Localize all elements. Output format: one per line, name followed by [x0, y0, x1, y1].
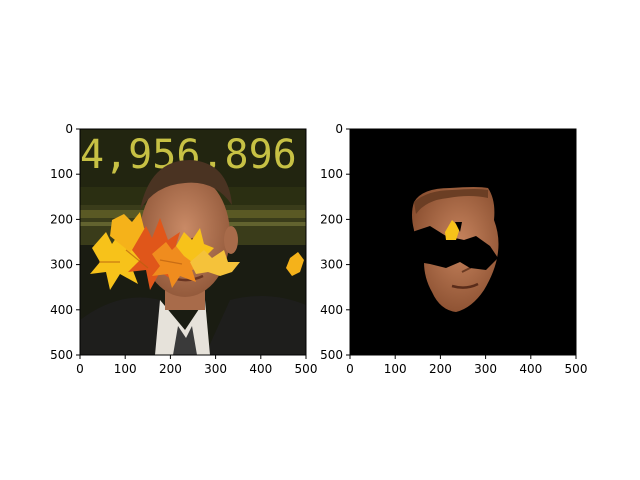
right-x-tick-label: 100 — [384, 362, 407, 376]
left-x-ticks: 0 100 200 300 400 500 — [76, 355, 317, 376]
right-axes-frame — [349, 128, 577, 356]
right-x-tick-label: 200 — [429, 362, 452, 376]
right-y-ticks: 0 100 200 300 400 500 — [320, 122, 350, 362]
left-y-tick-label: 100 — [50, 167, 73, 181]
left-y-tick-label: 500 — [50, 348, 73, 362]
left-y-tick-label: 200 — [50, 212, 73, 226]
right-x-tick-label: 0 — [346, 362, 354, 376]
right-x-tick-label: 300 — [474, 362, 497, 376]
left-x-tick-label: 300 — [204, 362, 227, 376]
left-image: 4,956,896.8 — [80, 129, 306, 355]
left-y-tick-label: 300 — [50, 258, 73, 272]
left-axes-frame — [79, 128, 307, 356]
right-y-tick-label: 500 — [320, 348, 343, 362]
leaf-overlay — [90, 212, 304, 290]
right-x-ticks: 0 100 200 300 400 500 — [346, 355, 587, 376]
right-y-tick-label: 200 — [320, 212, 343, 226]
right-y-tick-label: 0 — [335, 122, 343, 136]
right-y-tick-label: 100 — [320, 167, 343, 181]
right-image — [350, 129, 576, 355]
right-y-tick-label: 400 — [320, 303, 343, 317]
left-y-ticks: 0 100 200 300 400 500 — [50, 122, 80, 362]
right-x-tick-label: 500 — [565, 362, 588, 376]
left-x-tick-label: 200 — [159, 362, 182, 376]
right-x-tick-label: 400 — [519, 362, 542, 376]
left-x-tick-label: 100 — [114, 362, 137, 376]
left-x-tick-label: 0 — [76, 362, 84, 376]
left-y-tick-label: 400 — [50, 303, 73, 317]
left-image-panel: 4,956,896.8 — [50, 122, 317, 376]
left-y-tick-label: 0 — [65, 122, 73, 136]
left-x-tick-label: 400 — [249, 362, 272, 376]
left-x-tick-label: 500 — [295, 362, 318, 376]
right-y-tick-label: 300 — [320, 258, 343, 272]
right-image-panel: 0 100 200 300 400 500 0 100 200 300 400 500 — [320, 122, 587, 376]
